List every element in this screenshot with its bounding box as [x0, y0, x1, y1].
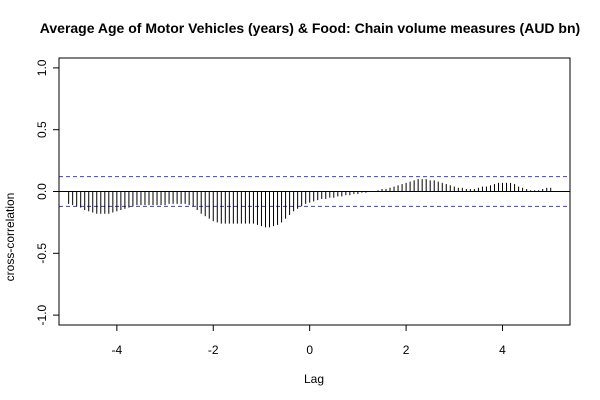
x-tick-label: 2: [403, 343, 410, 357]
y-tick-label: 0.5: [35, 121, 49, 138]
x-tick-label: -2: [208, 343, 219, 357]
y-tick-label: -0.5: [35, 243, 49, 264]
chart-title: Average Age of Motor Vehicles (years) & …: [40, 20, 580, 36]
x-axis-label: Lag: [304, 372, 324, 386]
y-tick-label: 0.0: [35, 183, 49, 200]
y-axis-label: cross-correlation: [3, 193, 17, 282]
x-tick-label: 0: [306, 343, 313, 357]
y-tick-label: 1.0: [35, 59, 49, 76]
y-axis: -1.0 -0.5 0.0 0.5 1.0: [35, 59, 60, 325]
x-tick-label: 4: [499, 343, 506, 357]
cross-correlation-bars: [68, 179, 552, 228]
x-tick-label: -4: [112, 343, 123, 357]
x-axis: -4 -2 0 2 4: [112, 324, 506, 357]
confidence-bounds: [59, 176, 570, 207]
y-tick-label: -1.0: [35, 304, 49, 325]
